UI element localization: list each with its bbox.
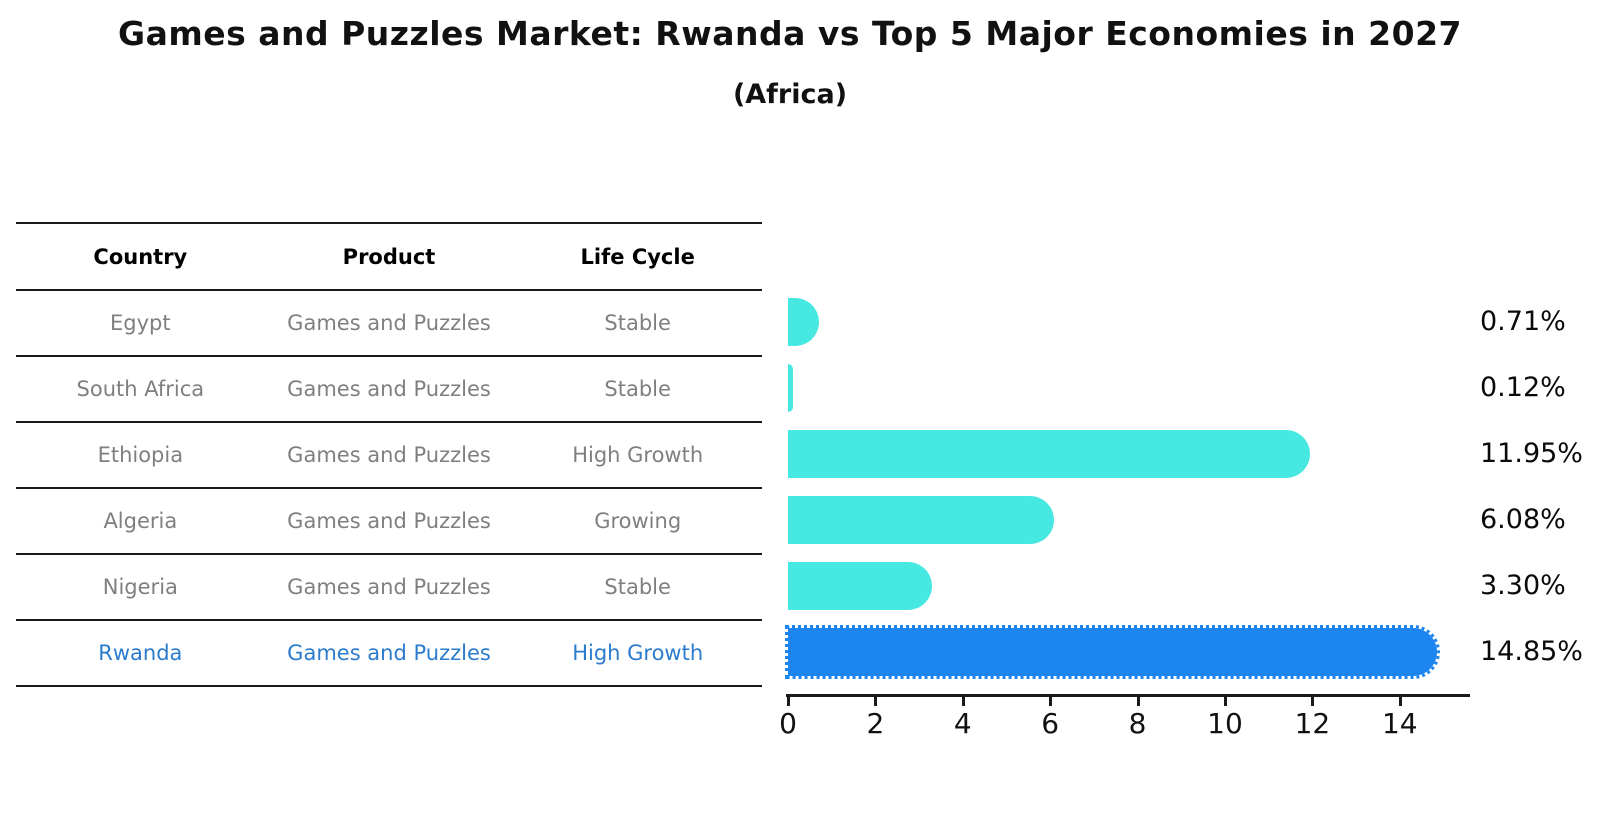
table-cell-country: Algeria bbox=[103, 509, 178, 533]
table-body: Egypt Games and Puzzles Stable South Afr… bbox=[16, 291, 762, 687]
x-tick-label: 12 bbox=[1294, 707, 1331, 740]
table-header-product: Product bbox=[342, 244, 436, 269]
tick-mark bbox=[1049, 697, 1053, 706]
plot-area bbox=[785, 289, 1468, 685]
tick-mark bbox=[1224, 697, 1227, 706]
x-tick-label: 6 bbox=[1041, 707, 1060, 740]
table-cell-country: Ethiopia bbox=[97, 443, 184, 467]
table-cell-lifecycle: High Growth bbox=[572, 443, 704, 467]
x-axis-line bbox=[786, 694, 1470, 697]
table-row: Egypt Games and Puzzles Stable bbox=[16, 291, 762, 357]
bar bbox=[788, 562, 933, 610]
x-tick-label: 0 bbox=[779, 707, 797, 740]
value-labels: 0.71% 0.12% 11.95% 6.08% 3.30% 14.85% bbox=[1480, 289, 1604, 685]
tick-mark bbox=[961, 697, 965, 706]
bar bbox=[788, 298, 819, 346]
table-cell-country: South Africa bbox=[76, 377, 205, 401]
bar bbox=[788, 364, 794, 412]
bar bbox=[785, 625, 1440, 679]
tick-mark bbox=[787, 697, 790, 706]
bar-value-label: 0.12% bbox=[1480, 372, 1566, 403]
table-cell-lifecycle: High Growth bbox=[572, 641, 704, 665]
page-title: Games and Puzzles Market: Rwanda vs Top … bbox=[117, 14, 1462, 53]
table-cell-lifecycle: Growing bbox=[594, 509, 682, 533]
table-header-row: Country Product Life Cycle bbox=[16, 224, 762, 291]
bar-value-label: 6.08% bbox=[1480, 504, 1566, 535]
x-tick-label: 4 bbox=[953, 707, 972, 740]
table-header-country: Country bbox=[93, 244, 188, 269]
table-cell-lifecycle: Stable bbox=[604, 575, 671, 599]
bar-value-label: 0.71% bbox=[1480, 306, 1566, 337]
x-tick-label: 2 bbox=[866, 707, 885, 740]
table-cell-product: Games and Puzzles bbox=[287, 377, 491, 401]
table-cell-country: Nigeria bbox=[102, 575, 178, 599]
tick-mark bbox=[1136, 697, 1140, 706]
table-row: Algeria Games and Puzzles Growing bbox=[16, 489, 762, 555]
table-header-lifecycle: Life Cycle bbox=[580, 244, 695, 269]
table-cell-product: Games and Puzzles bbox=[287, 509, 491, 533]
tick-mark bbox=[1398, 697, 1402, 706]
tick-mark bbox=[1311, 697, 1315, 706]
table-cell-product: Games and Puzzles bbox=[287, 575, 491, 599]
table-cell-lifecycle: Stable bbox=[604, 377, 671, 401]
table-cell-lifecycle: Stable bbox=[604, 311, 671, 335]
country-table: Country Product Life Cycle Egypt Games a… bbox=[16, 222, 762, 687]
table-cell-product: Games and Puzzles bbox=[287, 311, 491, 335]
x-tick-label: 10 bbox=[1207, 707, 1243, 740]
table-cell-product: Games and Puzzles bbox=[287, 443, 491, 467]
table-row: South Africa Games and Puzzles Stable bbox=[16, 357, 762, 423]
table-row: Rwanda Games and Puzzles High Growth bbox=[16, 621, 762, 687]
table-cell-product: Games and Puzzles bbox=[287, 641, 491, 665]
bar bbox=[788, 430, 1311, 478]
x-axis-ticks: 0 2 4 6 8 10 12 14 bbox=[779, 697, 1472, 757]
table-row: Ethiopia Games and Puzzles High Growth bbox=[16, 423, 762, 489]
table-row: Nigeria Games and Puzzles Stable bbox=[16, 555, 762, 621]
page-subtitle: (Africa) bbox=[732, 79, 848, 110]
bar bbox=[788, 496, 1054, 544]
table-cell-country: Egypt bbox=[110, 311, 171, 335]
x-tick-label: 14 bbox=[1381, 707, 1418, 740]
bar-value-label: 11.95% bbox=[1480, 438, 1583, 469]
x-tick-label: 8 bbox=[1128, 707, 1147, 740]
bar-value-label: 14.85% bbox=[1480, 636, 1583, 667]
bar-value-label: 3.30% bbox=[1480, 570, 1566, 601]
table-cell-country: Rwanda bbox=[98, 641, 183, 665]
tick-mark bbox=[874, 697, 878, 706]
